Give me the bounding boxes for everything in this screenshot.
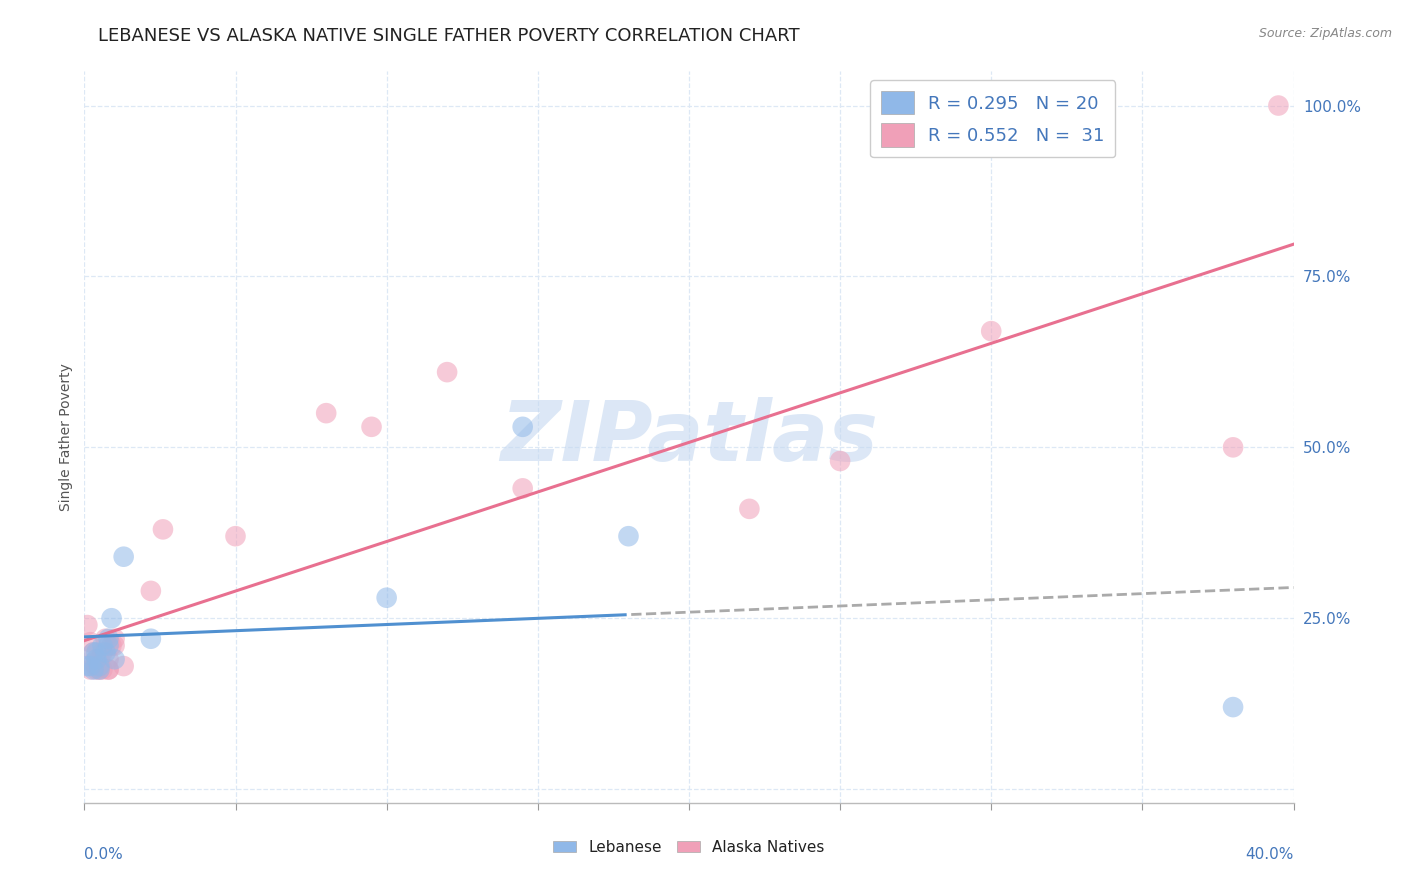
Point	[79, 663, 101, 677]
Point	[1267, 98, 1289, 112]
Text: ZIPatlas: ZIPatlas	[501, 397, 877, 477]
Legend: Lebanese, Alaska Natives: Lebanese, Alaska Natives	[547, 834, 831, 861]
Point	[139, 583, 162, 598]
Point	[86, 663, 108, 677]
Point	[738, 501, 761, 516]
Point	[980, 324, 1002, 338]
Point	[1222, 440, 1244, 454]
Point	[89, 663, 111, 677]
Point	[436, 365, 458, 379]
Point	[91, 645, 114, 659]
Point	[139, 632, 162, 646]
Text: Source: ZipAtlas.com: Source: ZipAtlas.com	[1258, 27, 1392, 40]
Point	[100, 611, 122, 625]
Point	[830, 454, 852, 468]
Point	[89, 663, 111, 677]
Point	[1222, 700, 1244, 714]
Point	[76, 659, 98, 673]
Point	[89, 652, 111, 666]
Point	[512, 481, 534, 495]
Point	[82, 663, 104, 677]
Point	[86, 645, 108, 659]
Point	[82, 656, 104, 670]
Point	[91, 663, 114, 677]
Point	[100, 639, 122, 653]
Point	[82, 645, 104, 659]
Text: 40.0%: 40.0%	[1246, 847, 1294, 862]
Point	[104, 652, 127, 666]
Point	[104, 632, 127, 646]
Point	[97, 639, 120, 653]
Point	[97, 663, 120, 677]
Point	[86, 652, 108, 666]
Point	[76, 618, 98, 632]
Point	[94, 645, 117, 659]
Point	[97, 652, 120, 666]
Point	[89, 659, 111, 673]
Point	[360, 420, 382, 434]
Point	[97, 663, 120, 677]
Text: 0.0%: 0.0%	[84, 847, 124, 862]
Point	[225, 529, 247, 543]
Point	[152, 522, 174, 536]
Point	[315, 406, 337, 420]
Point	[112, 659, 135, 673]
Point	[86, 659, 108, 673]
Point	[79, 635, 101, 649]
Text: LEBANESE VS ALASKA NATIVE SINGLE FATHER POVERTY CORRELATION CHART: LEBANESE VS ALASKA NATIVE SINGLE FATHER …	[98, 27, 800, 45]
Point	[97, 632, 120, 646]
Y-axis label: Single Father Poverty: Single Father Poverty	[59, 363, 73, 511]
Point	[112, 549, 135, 564]
Point	[94, 632, 117, 646]
Point	[375, 591, 398, 605]
Point	[512, 420, 534, 434]
Point	[79, 659, 101, 673]
Point	[82, 645, 104, 659]
Point	[91, 639, 114, 653]
Point	[617, 529, 640, 543]
Point	[104, 639, 127, 653]
